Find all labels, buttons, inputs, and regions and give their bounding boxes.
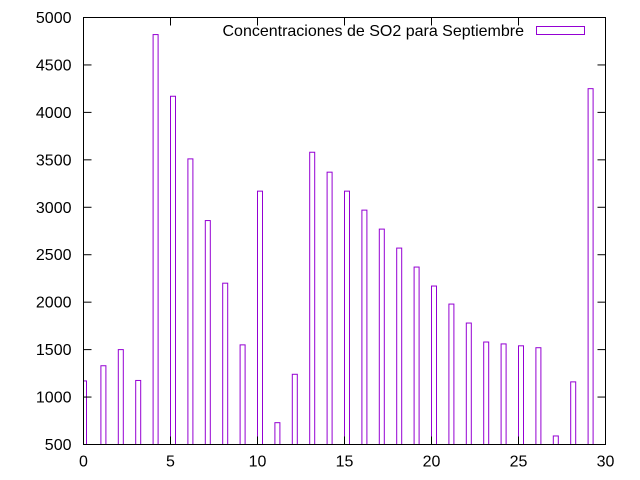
bar-10: [257, 190, 263, 445]
bar-14: [326, 171, 333, 445]
y-tick-label: 4500: [36, 57, 72, 74]
bar-26: [535, 347, 542, 446]
bar-6: [187, 158, 194, 446]
bar-5: [170, 95, 176, 445]
y-tick-label: 2000: [36, 295, 72, 312]
bar-13: [309, 151, 316, 445]
bar-27: [552, 435, 559, 445]
bar-7: [204, 220, 211, 445]
x-tick-label: 30: [597, 454, 615, 471]
bar-12: [291, 373, 298, 446]
x-tick-label: 15: [336, 454, 354, 471]
x-tick-label: 5: [166, 454, 175, 471]
y-tick-label: 3500: [36, 152, 72, 169]
y-tick-label: 1000: [36, 390, 72, 407]
bar-15: [344, 190, 350, 445]
y-tick-label: 1500: [36, 342, 72, 359]
bar-2: [117, 349, 124, 445]
bar-21: [448, 303, 455, 446]
x-axis: 0 5 10 15 20 25 30: [79, 17, 615, 471]
bars-layer: [83, 34, 594, 446]
y-tick-label: 500: [45, 437, 72, 454]
bar-18: [396, 247, 403, 445]
x-tick-label: 20: [423, 454, 441, 471]
bar-19: [413, 266, 420, 445]
bar-16: [361, 209, 368, 445]
x-tick-label: 10: [249, 454, 267, 471]
bar-25: [518, 345, 524, 445]
bar-8: [222, 282, 229, 446]
legend: Concentraciones de SO2 para Septiembre: [222, 23, 585, 40]
bar-28: [570, 381, 577, 445]
legend-label: Concentraciones de SO2 para Septiembre: [222, 23, 524, 40]
bar-3: [135, 379, 142, 446]
bar-9: [239, 344, 246, 445]
bar-4: [152, 34, 159, 446]
y-tick-label: 4000: [36, 105, 72, 122]
legend-swatch: [536, 26, 585, 35]
bar-11: [274, 422, 281, 446]
bar-1: [100, 365, 107, 445]
x-tick-label: 0: [79, 454, 88, 471]
bar-20: [431, 285, 437, 445]
bar-24: [500, 343, 507, 446]
bar-17: [378, 228, 385, 445]
bar-23: [483, 341, 490, 445]
bar-22: [465, 322, 472, 446]
y-tick-label: 5000: [36, 10, 72, 27]
y-tick-label: 3000: [36, 200, 72, 217]
y-axis: 500 1000 1500 2000 2500 3000 3500 4000 4500 5000: [36, 10, 606, 454]
x-tick-label: 25: [510, 454, 528, 471]
y-tick-label: 2500: [36, 247, 72, 264]
bar-29: [587, 88, 594, 446]
